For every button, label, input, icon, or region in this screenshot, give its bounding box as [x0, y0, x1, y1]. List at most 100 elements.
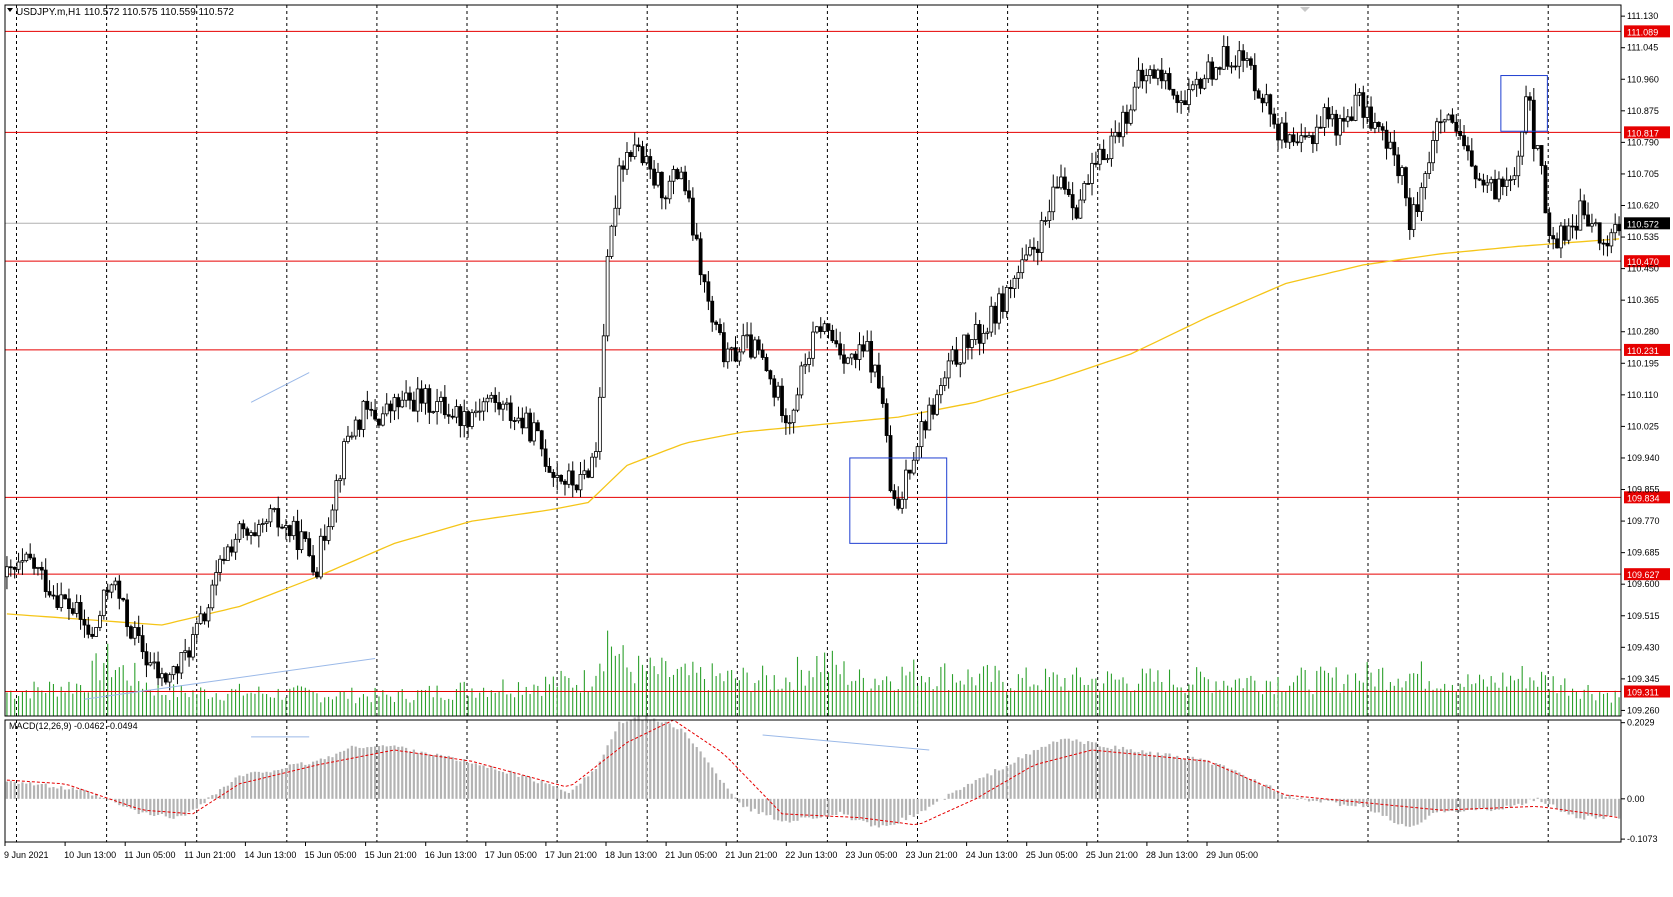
- candle-body-bull: [415, 388, 420, 412]
- candle-body-bear: [547, 466, 552, 473]
- candle-body-bear: [1175, 94, 1180, 104]
- candle-body-bear: [1256, 90, 1261, 99]
- candle-body-bear: [1404, 167, 1408, 199]
- candle-body-bull: [1144, 75, 1149, 82]
- candle-body-bear: [1334, 113, 1339, 136]
- candle-body-bear: [311, 555, 315, 573]
- candle-body-bull: [566, 470, 571, 485]
- candle-body-bull: [183, 650, 188, 653]
- candle-body-bull: [845, 357, 850, 364]
- candle-body-bear: [1031, 246, 1036, 250]
- candle-body-bull: [799, 365, 804, 396]
- candle-body-bull: [1128, 109, 1133, 124]
- candle-body-bear: [1547, 212, 1552, 236]
- candle-body-bull: [462, 411, 467, 427]
- candle-body-bear: [710, 300, 715, 323]
- candle-body-bull: [98, 615, 102, 628]
- candle-body-bear: [322, 535, 327, 541]
- candle-body-bear: [1597, 222, 1602, 244]
- candle-body-bull: [679, 171, 684, 180]
- candle-body-bull: [109, 584, 114, 593]
- candle-body-bear: [1326, 107, 1331, 120]
- candle-body-bull: [1287, 134, 1292, 143]
- candle-body-bull: [1508, 179, 1513, 181]
- candle-body-bull: [605, 256, 610, 337]
- candle-body-bull: [594, 451, 598, 458]
- candle-body-bull: [1504, 179, 1509, 187]
- candle-body-bear: [222, 558, 226, 561]
- candle-body-bull: [485, 397, 490, 403]
- candle-body-bear: [1493, 178, 1497, 200]
- candle-body-bear: [861, 344, 866, 352]
- candle-body-bear: [1117, 132, 1122, 138]
- candle-body-bear: [559, 474, 564, 482]
- candle-body-bull: [873, 364, 877, 373]
- candle-body-bear: [396, 397, 401, 408]
- candle-body-bull: [167, 674, 172, 683]
- price-axis-label: 109.770: [1627, 516, 1660, 526]
- candle-body-bear: [1276, 123, 1280, 141]
- time-axis-label: 28 Jun 13:00: [1146, 850, 1198, 860]
- candle-body-bear: [105, 589, 110, 593]
- candle-body-bull: [291, 520, 296, 537]
- price-level-label: 110.231: [1627, 346, 1659, 356]
- candle-body-bull: [132, 627, 137, 639]
- candle-body-bull: [1194, 78, 1199, 86]
- candle-body-bear: [357, 419, 362, 430]
- price-axis-label: 109.260: [1627, 705, 1660, 715]
- time-axis-label: 11 Jun 21:00: [184, 850, 235, 860]
- candle-body-bear: [497, 402, 502, 410]
- candle-body-bear: [373, 409, 377, 420]
- candle-body-bear: [1617, 224, 1621, 232]
- candle-body-bear: [1318, 126, 1323, 129]
- time-axis-label: 29 Jun 05:00: [1206, 850, 1258, 860]
- candle-body-bull: [94, 627, 98, 637]
- candle-body-bull: [284, 525, 288, 529]
- candle-body-bull: [400, 399, 405, 408]
- candle-body-bear: [760, 349, 765, 358]
- time-axis-label: 14 Jun 13:00: [244, 850, 296, 860]
- candle-body-bear: [369, 408, 374, 411]
- candle-body-bear: [749, 334, 753, 358]
- candle-body-bull: [1338, 118, 1342, 136]
- candle-body-bear: [888, 435, 893, 492]
- candle-body-bull: [656, 171, 660, 186]
- candle-body-bear: [1311, 135, 1315, 145]
- candle-body-bull: [349, 435, 354, 438]
- candle-body-bear: [659, 171, 664, 199]
- price-axis-label: 110.875: [1627, 106, 1659, 116]
- candle-body-bear: [427, 388, 432, 413]
- chart-header: USDJPY.m,H1 110.572 110.575 110.559 110.…: [7, 7, 234, 18]
- candle-body-bull: [1097, 148, 1102, 165]
- candle-body-bull: [299, 531, 304, 551]
- candle-body-bull: [667, 180, 672, 200]
- candle-body-bull: [938, 385, 943, 396]
- macd-pane: [5, 716, 1621, 828]
- candle-body-bear: [1376, 121, 1381, 128]
- candle-body-bull: [597, 396, 602, 452]
- candle-body-bear: [621, 165, 626, 170]
- candle-body-bear: [1093, 162, 1098, 165]
- dropdown-triangle-icon[interactable]: [7, 8, 13, 12]
- candle-body-bull: [671, 169, 676, 182]
- candle-body-bull: [807, 357, 812, 365]
- candle-body-bear: [636, 144, 641, 147]
- price-axis-label: 110.450: [1627, 264, 1659, 274]
- candle-body-bear: [245, 528, 250, 536]
- candle-body-bear: [67, 598, 71, 609]
- candle-body-bear: [1074, 207, 1079, 219]
- candle-body-bull: [1148, 69, 1153, 76]
- macd-axis-label: -0.1073: [1627, 834, 1658, 844]
- candle-body-bear: [1283, 122, 1288, 143]
- candle-body-bull: [1024, 254, 1029, 261]
- candle-body-bull: [1307, 135, 1311, 138]
- chart-shift-marker-icon[interactable]: [1300, 7, 1310, 12]
- price-level-label: 110.817: [1627, 128, 1659, 138]
- candle-body-bull: [1187, 89, 1191, 106]
- candle-body-bull: [1419, 187, 1424, 212]
- candle-body-bear: [8, 566, 13, 569]
- candle-body-bull: [423, 388, 428, 404]
- candle-body-bear: [756, 339, 761, 351]
- candle-body-bull: [1090, 162, 1094, 184]
